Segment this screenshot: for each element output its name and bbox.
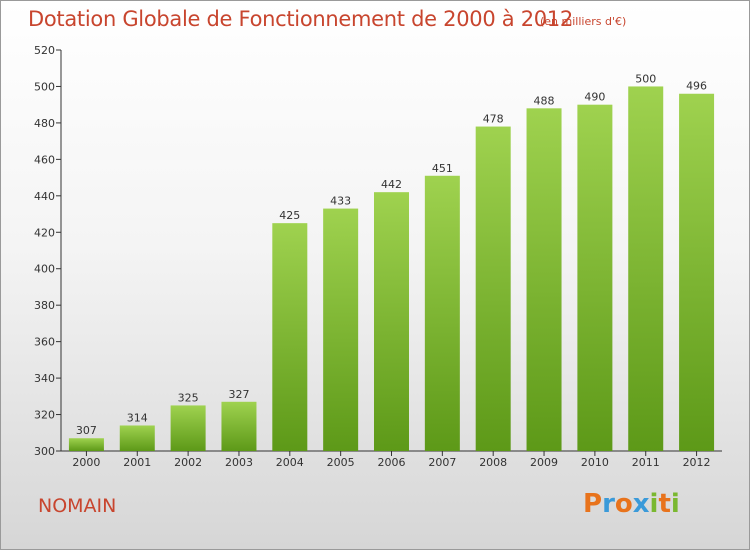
data-label: 478 (483, 113, 504, 126)
x-tick-label: 2010 (581, 456, 609, 469)
y-tick-label: 360 (34, 336, 55, 349)
data-label: 425 (279, 209, 300, 222)
logo-letter: P (583, 489, 603, 519)
bar (374, 192, 409, 451)
bars (68, 86, 715, 452)
bar (679, 93, 715, 451)
y-tick-label: 460 (34, 153, 55, 166)
x-tick-label: 2005 (327, 456, 355, 469)
bar (323, 208, 359, 451)
x-tick-label: 2009 (530, 456, 558, 469)
bar (475, 126, 511, 452)
data-label: 488 (534, 94, 555, 107)
y-tick-label: 380 (34, 299, 55, 312)
commune-name: NOMAIN (38, 495, 117, 517)
bar (68, 438, 104, 451)
data-label: 451 (432, 162, 453, 175)
y-tick-label: 320 (34, 409, 55, 422)
chart-title: Dotation Globale de Fonctionnement de 20… (28, 7, 573, 31)
value-labels: 307 314 325 327 425 433 442 451 478 488 490 500 496 (76, 72, 707, 437)
logo-letter: r (602, 489, 615, 519)
y-tick-label: 400 (34, 263, 55, 276)
data-label: 490 (584, 91, 605, 104)
x-tick-label: 2001 (123, 456, 151, 469)
x-tick-label: 2000 (72, 456, 100, 469)
y-tick-label: 500 (34, 80, 55, 93)
y-tick-label: 520 (34, 44, 55, 57)
proxiti-logo[interactable]: Proxiti (583, 489, 680, 519)
logo-letter: i (670, 489, 680, 519)
x-tick-label: 2006 (378, 456, 406, 469)
logo-letter: x (632, 489, 650, 519)
x-tick-label: 2004 (276, 456, 304, 469)
x-tick-label: 2003 (225, 456, 253, 469)
x-tick-label: 2002 (174, 456, 202, 469)
x-axis: 2000 2001 2002 2003 2004 2005 2006 2007 2008 2009… (61, 450, 722, 469)
data-label: 314 (127, 411, 148, 424)
logo-letter: t (658, 489, 671, 519)
bar (628, 86, 664, 452)
bar (221, 401, 257, 451)
bar (170, 405, 206, 451)
y-tick-label: 440 (34, 190, 55, 203)
data-label: 307 (76, 424, 97, 437)
x-tick-label: 2007 (428, 456, 456, 469)
data-label: 496 (686, 80, 707, 93)
data-label: 325 (178, 391, 199, 404)
data-label: 433 (330, 195, 351, 208)
bar (577, 104, 613, 451)
y-tick-label: 340 (34, 372, 55, 385)
logo-letter: i (649, 489, 659, 519)
bar (119, 425, 155, 451)
y-tick-label: 300 (34, 445, 55, 458)
chart-unit: (en milliers d'€) (540, 15, 627, 28)
y-tick-label: 420 (34, 226, 55, 239)
y-axis: 300 320 340 360 380 400 420 440 460 480 500 520 (34, 44, 62, 458)
bar (272, 223, 308, 451)
x-tick-label: 2012 (683, 456, 711, 469)
y-tick-label: 480 (34, 117, 55, 130)
logo-letter: o (614, 489, 633, 519)
bar (526, 108, 562, 451)
data-label: 327 (228, 388, 249, 401)
x-tick-label: 2011 (632, 456, 660, 469)
data-label: 442 (381, 178, 402, 191)
bar (424, 175, 460, 451)
x-tick-label: 2008 (479, 456, 507, 469)
data-label: 500 (635, 72, 656, 85)
